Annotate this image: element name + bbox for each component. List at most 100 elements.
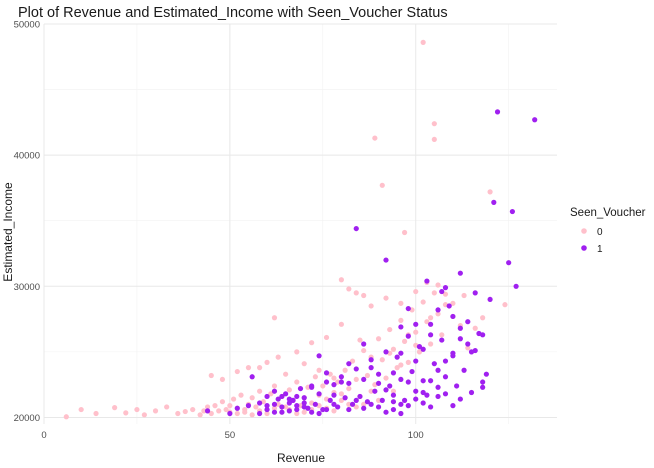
data-point-series-1 [294,403,300,409]
data-point-series-0 [331,408,337,414]
data-point-series-0 [420,39,426,45]
data-point-series-1 [509,208,515,215]
data-point-series-1 [506,260,512,266]
data-point-series-1 [361,405,367,411]
data-point-series-1 [446,303,452,309]
data-point-series-1 [409,368,415,375]
data-point-series-0 [361,292,367,299]
y-tick-label: 40000 [14,151,40,162]
data-point-series-1 [312,401,318,407]
data-point-series-0 [346,286,352,292]
data-point-series-0 [234,410,240,417]
data-point-series-1 [357,393,363,400]
data-point-series-1 [390,406,397,413]
legend-marker-1 [581,245,587,251]
data-point-series-1 [349,401,356,407]
data-point-series-0 [264,359,270,365]
data-point-series-0 [78,406,84,413]
data-point-series-0 [357,337,363,343]
data-point-series-1 [405,333,411,339]
legend-label-0: 0 [597,227,603,238]
data-point-series-0 [323,334,330,341]
data-point-series-0 [152,408,159,414]
data-point-series-1 [245,403,252,409]
data-point-series-1 [383,387,389,393]
data-point-series-1 [364,399,371,405]
data-point-series-0 [413,329,419,335]
data-point-series-1 [431,361,437,367]
data-point-series-0 [379,182,385,188]
data-point-series-1 [457,396,463,402]
data-point-series-0 [164,404,170,410]
data-point-series-1 [428,404,434,410]
data-point-series-0 [450,300,456,306]
data-point-series-0 [439,332,445,338]
data-point-series-0 [401,338,408,344]
data-point-series-0 [383,295,389,301]
data-point-series-1 [271,409,278,415]
data-point-series-1 [413,321,419,327]
data-point-series-0 [286,387,292,393]
data-point-series-0 [182,408,188,415]
data-point-series-1 [346,380,352,386]
data-point-series-1 [335,404,341,410]
data-point-series-0 [416,349,423,355]
data-point-series-1 [297,385,304,392]
data-point-series-1 [342,395,348,401]
data-point-series-0 [134,406,140,413]
data-point-series-1 [480,384,486,390]
data-point-series-0 [268,391,274,397]
data-point-series-0 [361,347,367,354]
data-point-series-0 [401,229,408,236]
data-point-series-0 [320,383,326,389]
data-point-series-1 [439,288,445,295]
data-point-series-0 [242,406,248,413]
data-point-series-1 [442,358,449,364]
data-point-series-1 [264,393,270,400]
data-point-series-0 [435,282,441,288]
data-point-series-1 [457,336,463,342]
data-point-series-0 [208,372,214,379]
data-point-series-1 [301,400,307,406]
data-point-series-1 [413,388,419,394]
x-axis-title: Revenue [277,451,325,465]
data-point-series-1 [383,257,389,263]
data-point-series-1 [286,400,292,406]
data-point-series-0 [368,303,374,309]
legend-label-1: 1 [597,244,603,255]
data-point-series-0 [271,405,278,411]
chart-title: Plot of Revenue and Estimated_Income wit… [18,5,448,21]
data-point-series-0 [175,410,181,417]
data-point-series-0 [204,404,211,410]
data-point-series-0 [431,290,437,296]
data-point-series-0 [275,401,281,407]
data-point-series-1 [331,401,337,407]
data-point-series-0 [431,136,437,143]
data-point-series-0 [223,406,229,413]
data-point-series-1 [327,397,333,403]
data-point-series-1 [398,410,404,417]
data-point-series-1 [294,406,300,413]
data-point-series-1 [398,401,404,407]
data-point-series-1 [420,389,426,396]
data-point-series-0 [465,345,471,351]
data-point-series-0 [227,403,233,409]
data-point-series-1 [420,400,426,406]
data-point-series-0 [309,340,315,346]
data-point-series-0 [379,357,385,363]
data-point-series-1 [435,367,441,373]
data-point-series-0 [301,409,307,415]
data-point-series-1 [353,225,359,232]
data-point-series-1 [416,344,423,350]
data-point-series-1 [368,357,374,363]
data-point-series-0 [312,374,318,380]
data-point-series-0 [361,401,367,407]
data-point-series-1 [483,371,489,377]
data-point-series-1 [461,367,467,373]
data-point-series-1 [457,270,463,276]
data-point-series-0 [112,405,118,411]
data-point-series-0 [398,300,404,306]
y-tick-label: 20000 [14,413,40,424]
data-point-series-0 [257,365,263,371]
data-point-series-1 [234,405,240,411]
